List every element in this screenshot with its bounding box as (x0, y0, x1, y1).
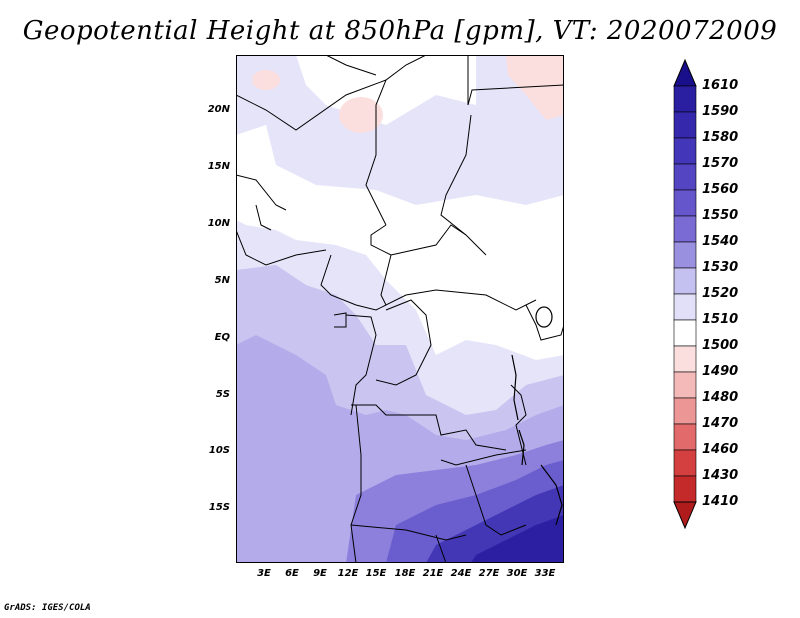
colorbar-level-label: 1560 (702, 182, 739, 197)
colorbar-level-label: 1470 (702, 416, 739, 431)
colorbar-segment (673, 215, 697, 243)
colorbar-level-label: 1460 (702, 442, 739, 457)
colorbar-segment (673, 345, 697, 373)
colorbar-level-label: 1540 (702, 234, 739, 249)
colorbar-level-label: 1500 (702, 338, 739, 353)
lat-label: 15S (208, 502, 230, 513)
country-borders (236, 55, 564, 563)
colorbar-segment (673, 293, 697, 321)
colorbar-segment (673, 111, 697, 139)
geopotential-map (236, 55, 564, 563)
lon-label: 15E (365, 568, 387, 579)
lon-label: 27E (478, 568, 500, 579)
colorbar-level-label: 1590 (702, 104, 739, 119)
colorbar-level-label: 1430 (702, 468, 739, 483)
colorbar-level-label: 1480 (702, 390, 739, 405)
lon-label: 12E (337, 568, 359, 579)
field-1500-north (296, 55, 476, 125)
chart-title: Geopotential Height at 850hPa [gpm], VT:… (22, 16, 778, 46)
lon-label: 9E (313, 568, 327, 579)
field-1490-b (339, 97, 383, 133)
lon-label: 3E (257, 568, 271, 579)
field-1500 (236, 125, 564, 360)
lat-label: 10N (207, 218, 230, 229)
map-frame (236, 55, 564, 563)
colorbar-segment (673, 423, 697, 451)
colorbar-segment (673, 163, 697, 191)
lat-label: 5S (215, 389, 230, 400)
colorbar-level-label: 1520 (702, 286, 739, 301)
lon-label: 24E (450, 568, 472, 579)
colorbar-segment (673, 85, 697, 113)
field-1490-a (252, 70, 280, 90)
lon-label: 6E (285, 568, 299, 579)
colorbar-level-label: 1550 (702, 208, 739, 223)
colorbar-segment (673, 137, 697, 165)
lat-label: 20N (207, 104, 230, 115)
colorbar (673, 58, 697, 530)
lat-label: EQ (214, 332, 230, 343)
colorbar-level-label: 1530 (702, 260, 739, 275)
field-1490-c (506, 55, 564, 120)
colorbar-segment (673, 267, 697, 295)
lon-label: 33E (534, 568, 556, 579)
lon-label: 30E (506, 568, 528, 579)
colorbar-level-label: 1510 (702, 312, 739, 327)
field-1580 (471, 515, 564, 563)
colorbar-segment (673, 371, 697, 399)
lat-label: 5N (214, 275, 230, 286)
lon-label: 21E (422, 568, 444, 579)
colorbar-top-arrow (673, 58, 697, 87)
lakes (511, 306, 563, 526)
colorbar-level-label: 1490 (702, 364, 739, 379)
colorbar-segment (673, 189, 697, 217)
credit-text: GrADS: IGES/COLA (4, 603, 91, 613)
colorbar-bottom-arrow (673, 501, 697, 530)
colorbar-segment (673, 397, 697, 425)
lat-label: 10S (208, 445, 230, 456)
lat-label: 15N (207, 161, 230, 172)
colorbar-segment (673, 319, 697, 347)
contour-field (236, 55, 564, 563)
colorbar-segment (673, 449, 697, 477)
lon-label: 18E (394, 568, 416, 579)
colorbar-level-label: 1410 (702, 494, 739, 509)
colorbar-segment (673, 475, 697, 503)
colorbar-level-label: 1610 (702, 78, 739, 93)
colorbar-segment (673, 241, 697, 269)
colorbar-level-label: 1580 (702, 130, 739, 145)
colorbar-level-label: 1570 (702, 156, 739, 171)
